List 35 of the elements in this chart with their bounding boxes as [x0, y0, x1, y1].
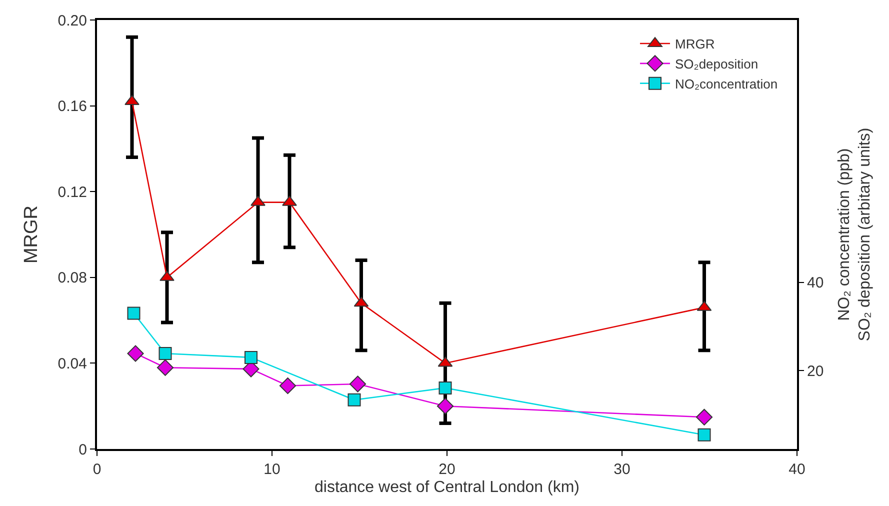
point	[124, 95, 140, 106]
y-tick-label: 0	[78, 441, 87, 458]
y2-axis-title: NO₂ concentration (ppb) SO₂ deposition (arbitary units)	[836, 128, 874, 342]
legend-label: MRGR	[675, 36, 715, 52]
y-tick-label: 0.04	[58, 355, 87, 372]
y-tick-label: 0.20	[58, 12, 87, 30]
x-tick-label: 30	[614, 461, 630, 478]
x-tick-label: 40	[788, 461, 806, 478]
y-axis-title: MRGR	[21, 205, 42, 264]
y-tick-label: 0.08	[58, 270, 87, 287]
legend-label: NO₂concentration	[675, 76, 778, 92]
point	[348, 393, 361, 406]
point	[156, 359, 174, 376]
x-tick-label: 20	[438, 461, 456, 478]
y2-tick-label: 40	[807, 274, 824, 292]
point	[127, 306, 140, 320]
point	[158, 346, 172, 360]
point	[279, 377, 296, 394]
point	[438, 381, 452, 394]
point	[127, 345, 144, 362]
point	[436, 398, 454, 414]
y-tick-label: 0.12	[58, 184, 87, 201]
point	[698, 428, 711, 442]
y-tick-label: 0.16	[58, 98, 87, 116]
point	[250, 196, 266, 206]
x-tick-label: 10	[264, 461, 280, 478]
point	[696, 408, 713, 426]
point	[244, 350, 258, 364]
y2-tick-label: 20	[807, 362, 824, 380]
point	[282, 196, 297, 206]
x-axis-title: distance west of Central London (km)	[314, 479, 580, 496]
point	[349, 376, 366, 392]
point	[160, 270, 174, 281]
x-tick-label: 0	[92, 461, 102, 478]
legend-label: SO₂deposition	[675, 56, 758, 72]
